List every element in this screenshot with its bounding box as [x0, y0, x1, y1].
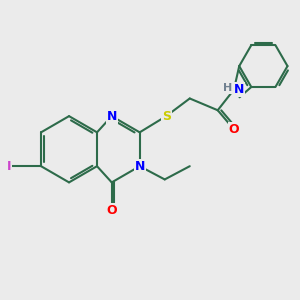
- Text: N: N: [234, 83, 244, 96]
- Text: O: O: [106, 204, 117, 217]
- Text: N: N: [134, 160, 145, 173]
- Text: I: I: [6, 160, 11, 173]
- Text: S: S: [162, 110, 171, 123]
- Text: H: H: [223, 83, 232, 93]
- Text: O: O: [229, 123, 239, 136]
- Text: N: N: [106, 110, 117, 123]
